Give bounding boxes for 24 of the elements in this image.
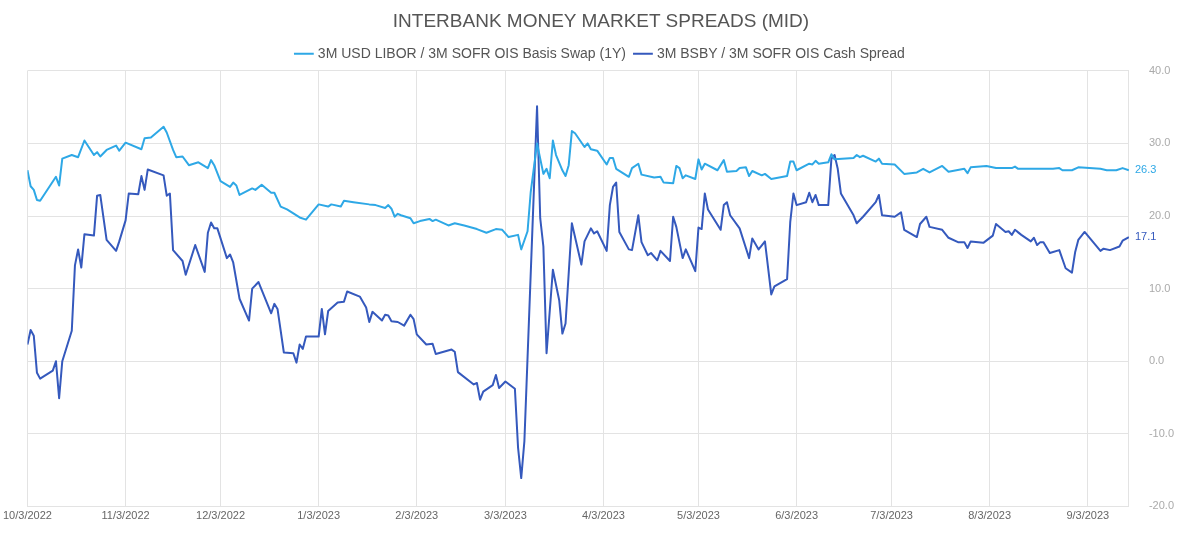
y-tick-label: 0.0 — [1148, 354, 1165, 367]
x-tick-label: 6/3/2023 — [775, 509, 818, 522]
x-tick-label: 3/3/2023 — [483, 509, 527, 522]
x-tick-label: 7/3/2023 — [870, 509, 913, 522]
x-tick-label: 1/3/2023 — [297, 509, 341, 522]
x-tick-label: 4/3/2023 — [582, 509, 625, 522]
y-tick-label: -10.0 — [1148, 426, 1175, 439]
x-tick-label: 9/3/2023 — [1066, 509, 1110, 522]
x-tick-label: 12/3/2022 — [196, 509, 246, 522]
x-tick-label: 5/3/2023 — [677, 509, 720, 522]
data-label: 17.1 — [1134, 230, 1157, 243]
y-tick-label: 30.0 — [1148, 136, 1171, 149]
legend-label: 3M BSBY / 3M SOFR OIS Cash Spread — [656, 44, 905, 61]
x-tick-label: 10/3/2022 — [3, 509, 52, 522]
x-tick-label: 2/3/2023 — [395, 509, 439, 522]
x-tick-label: 11/3/2022 — [101, 509, 150, 522]
y-tick-label: 20.0 — [1148, 209, 1171, 222]
y-tick-label: -20.0 — [1148, 499, 1175, 512]
x-tick-label: 8/3/2023 — [968, 509, 1012, 522]
chart-title: INTERBANK MONEY MARKET SPREADS (MID) — [392, 9, 810, 31]
legend-label: 3M USD LIBOR / 3M SOFR OIS Basis Swap (1Y) — [317, 44, 626, 61]
y-tick-label: 10.0 — [1148, 281, 1171, 294]
data-label: 26.3 — [1134, 163, 1157, 176]
y-tick-label: 40.0 — [1148, 63, 1171, 76]
